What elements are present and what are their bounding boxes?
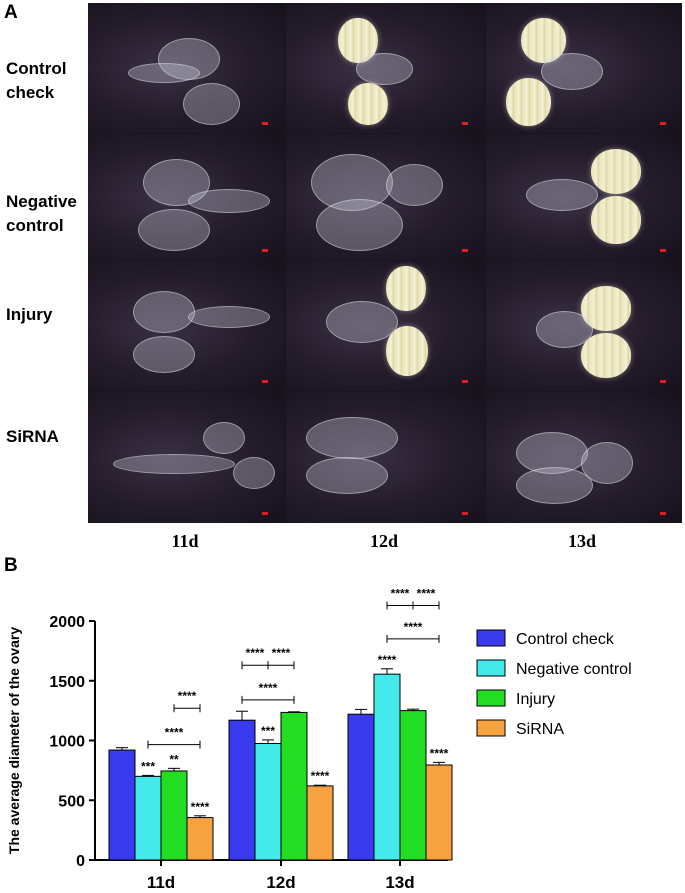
bar (280, 711, 308, 861)
row-label-injury: Injury (6, 305, 53, 324)
row-label-sirna: SiRNA (6, 427, 59, 446)
legend-swatch (476, 659, 506, 677)
col-label-11d: 11d (171, 531, 199, 551)
significance-label: *** (261, 724, 275, 738)
bar (134, 775, 162, 861)
bar (160, 770, 188, 861)
bar-chart: 0 500 1000 1500 2000 The average diameter of … (6, 586, 632, 892)
micrograph-sirna-12d (286, 392, 484, 523)
legend-label: Control check (516, 631, 615, 648)
significance-label: **** (430, 746, 449, 760)
x-tick-label: 13d (385, 873, 414, 892)
micrograph-injury-13d (486, 261, 682, 391)
micrograph-injury-11d (88, 261, 284, 391)
legend-label: Negative control (516, 661, 632, 678)
bar (254, 742, 282, 861)
comparison-label: **** (259, 681, 278, 695)
y-axis-title: The average diameter of the ovary (6, 627, 22, 854)
bar (186, 817, 214, 861)
panel-a-label: A (4, 2, 18, 23)
y-tick-label: 0 (76, 853, 85, 870)
comparison-label: **** (417, 586, 436, 600)
y-tick-label: 1000 (49, 734, 85, 751)
significance-label: **** (378, 653, 397, 667)
micrograph-sirna-11d (88, 392, 284, 523)
x-tick-label: 12d (266, 873, 295, 892)
bar (306, 785, 334, 861)
micrograph-negative-12d (286, 134, 484, 260)
micrograph-control-11d (88, 3, 284, 133)
panel-b-label: B (4, 555, 18, 576)
row-label-control-check: Control check (6, 59, 67, 102)
x-tick-label: 11d (147, 873, 175, 892)
comparison-label: **** (404, 620, 423, 634)
comparison-label: **** (272, 646, 291, 660)
col-label-13d: 13d (567, 531, 596, 551)
significance-label: **** (191, 800, 210, 814)
micrograph-sirna-13d (486, 392, 682, 523)
legend-swatch (476, 719, 506, 737)
bar (108, 749, 136, 861)
y-tick-label: 500 (58, 793, 85, 810)
bar (399, 710, 427, 861)
micrograph-injury-12d (286, 261, 484, 391)
comparison-label: **** (178, 689, 197, 703)
col-label-12d: 12d (369, 531, 398, 551)
significance-label: *** (141, 759, 155, 773)
comparison-label: **** (391, 586, 410, 600)
legend-swatch (476, 689, 506, 707)
micrograph-control-13d (486, 3, 682, 133)
comparison-label: **** (246, 646, 265, 660)
micrograph-negative-13d (486, 134, 682, 260)
y-tick-label: 2000 (49, 614, 85, 631)
comparison-label: **** (165, 726, 184, 740)
micrograph-control-12d (286, 3, 484, 133)
significance-label: **** (311, 769, 330, 783)
bar (228, 719, 256, 861)
row-label-negative-control: Negative control (6, 192, 77, 235)
legend-label: SiRNA (516, 721, 564, 738)
y-tick-label: 1500 (49, 674, 85, 691)
significance-label: ** (169, 752, 179, 766)
bar (347, 713, 375, 861)
micrograph-negative-11d (88, 134, 284, 260)
bar (425, 764, 453, 861)
bar (373, 673, 401, 861)
micrograph-grid (88, 3, 682, 523)
legend-swatch (476, 629, 506, 647)
legend-label: Injury (516, 691, 555, 708)
